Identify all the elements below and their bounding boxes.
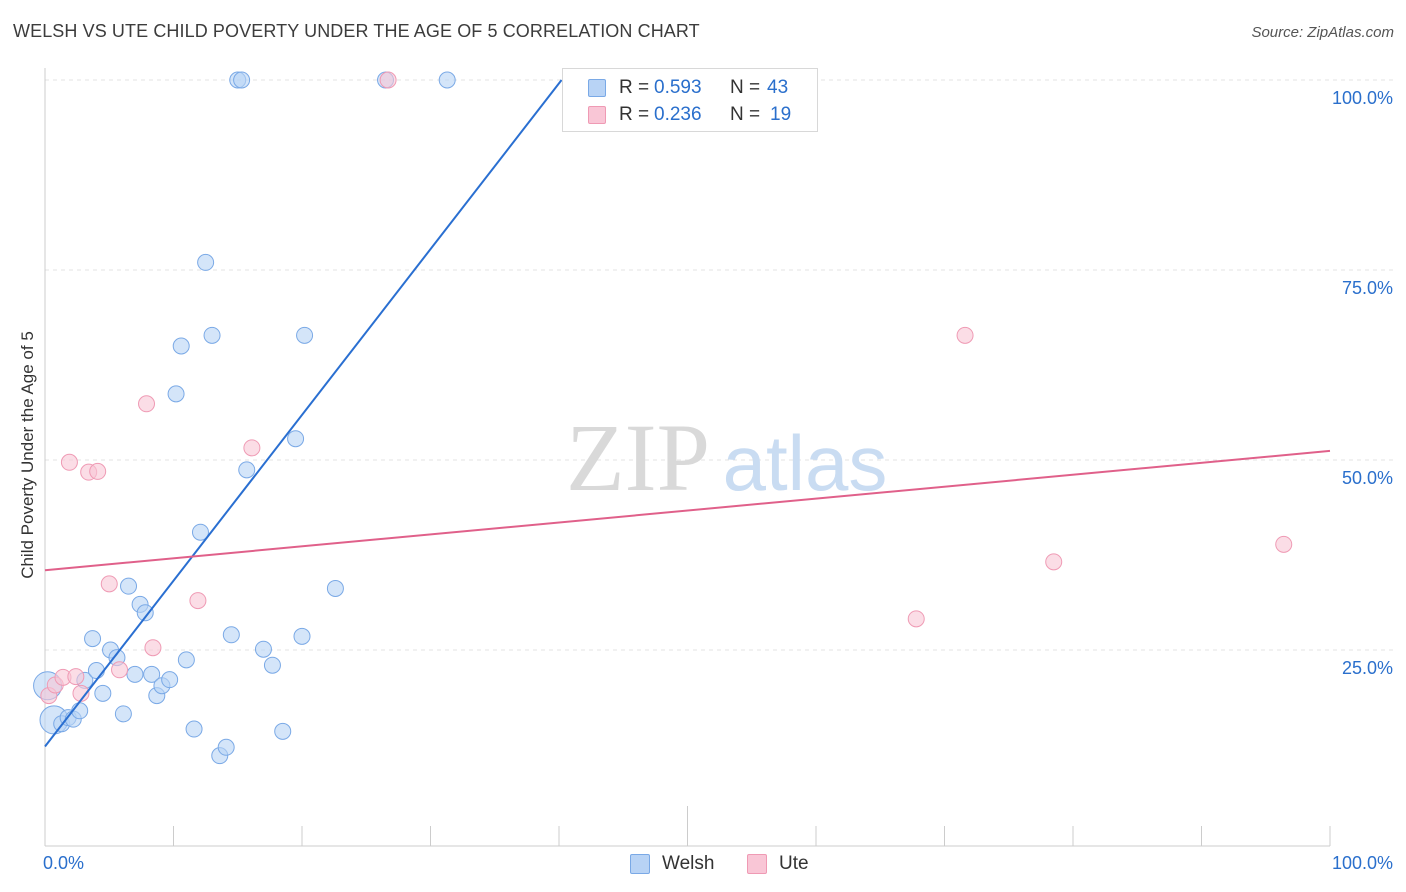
- ute-point: [956, 326, 974, 344]
- y-tick-label: 75.0%: [1342, 278, 1393, 298]
- ute-points: [40, 71, 1293, 705]
- welsh-r-value: 0.593: [654, 77, 702, 98]
- ute-n-label: N =: [730, 104, 761, 125]
- welsh-point: [94, 684, 112, 702]
- trend-lines: [44, 79, 1331, 748]
- welsh-point: [167, 385, 185, 403]
- source-label: Source: ZipAtlas.com: [1251, 24, 1394, 41]
- welsh-point: [84, 630, 102, 648]
- ute-point: [1275, 535, 1293, 553]
- ute-point: [67, 668, 85, 686]
- y-tick-label: 50.0%: [1342, 468, 1393, 488]
- welsh-point: [233, 71, 251, 89]
- welsh-point: [287, 430, 305, 448]
- welsh-point: [177, 651, 195, 669]
- welsh-n-value: 43: [767, 77, 789, 98]
- welsh-point: [326, 579, 344, 597]
- x-tick-labels: 0.0% 100.0%: [43, 853, 1393, 873]
- ute-r-label: R =: [619, 104, 650, 125]
- y-tick-label: 25.0%: [1342, 658, 1393, 678]
- ute-point: [100, 575, 118, 593]
- legend-row-ute: R = 0.236 N = 19: [563, 102, 817, 128]
- watermark-zip: ZIP: [566, 404, 710, 511]
- welsh-r-label: R =: [619, 77, 650, 98]
- watermark-atlas: atlas: [723, 419, 888, 507]
- ute-point: [379, 71, 397, 89]
- welsh-n-label: N =: [730, 77, 761, 98]
- welsh-point: [203, 326, 221, 344]
- ute-point: [89, 462, 107, 480]
- ute-point: [1045, 553, 1063, 571]
- legend-row-welsh: R = 0.593 N = 43: [563, 75, 817, 101]
- ute-legend-swatch: [747, 854, 767, 874]
- welsh-point: [87, 662, 105, 680]
- correlation-legend: R = 0.593 N = 43 R = 0.236 N = 19: [562, 68, 818, 132]
- ute-point: [243, 439, 261, 457]
- welsh-point: [143, 665, 161, 683]
- welsh-point: [263, 656, 281, 674]
- welsh-swatch: [588, 79, 606, 97]
- welsh-point: [126, 665, 144, 683]
- welsh-legend-label: Welsh: [662, 853, 715, 874]
- welsh-point: [71, 702, 89, 720]
- grid-lines: [45, 79, 1393, 651]
- ute-point: [144, 639, 162, 657]
- welsh-point: [217, 738, 235, 756]
- welsh-point: [120, 577, 138, 595]
- watermark: ZIP atlas: [566, 404, 887, 511]
- y-axis-title: Child Poverty Under the Age of 5: [18, 331, 37, 579]
- welsh-point: [254, 640, 272, 658]
- welsh-point: [274, 722, 292, 740]
- welsh-point: [161, 671, 179, 689]
- ute-point: [907, 610, 925, 628]
- ute-trend-line: [44, 449, 1331, 572]
- ute-r-value: 0.236: [654, 104, 702, 125]
- x-tick-label-max: 100.0%: [1332, 853, 1393, 873]
- welsh-points: [33, 71, 456, 765]
- welsh-legend-swatch: [630, 854, 650, 874]
- ute-n-value: 19: [770, 104, 792, 125]
- welsh-point: [185, 720, 203, 738]
- chart-title: WELSH VS UTE CHILD POVERTY UNDER THE AGE…: [13, 21, 700, 41]
- y-tick-labels: 25.0% 50.0% 75.0% 100.0%: [1332, 88, 1393, 678]
- ute-swatch: [588, 106, 606, 124]
- welsh-point: [191, 523, 209, 541]
- ute-point: [111, 661, 129, 679]
- ute-point: [189, 592, 207, 610]
- welsh-point: [296, 326, 314, 344]
- welsh-point: [197, 253, 215, 271]
- welsh-point: [114, 705, 132, 723]
- y-tick-label: 100.0%: [1332, 88, 1393, 108]
- welsh-point: [222, 626, 240, 644]
- ute-point: [138, 395, 156, 413]
- welsh-point: [238, 461, 256, 479]
- welsh-point: [172, 337, 190, 355]
- welsh-point: [136, 604, 154, 622]
- x-tick-label-min: 0.0%: [43, 853, 84, 873]
- ute-legend-label: Ute: [779, 853, 809, 874]
- welsh-trend-line: [44, 79, 563, 748]
- welsh-point: [438, 71, 456, 89]
- welsh-point: [293, 627, 311, 645]
- ute-point: [60, 453, 78, 471]
